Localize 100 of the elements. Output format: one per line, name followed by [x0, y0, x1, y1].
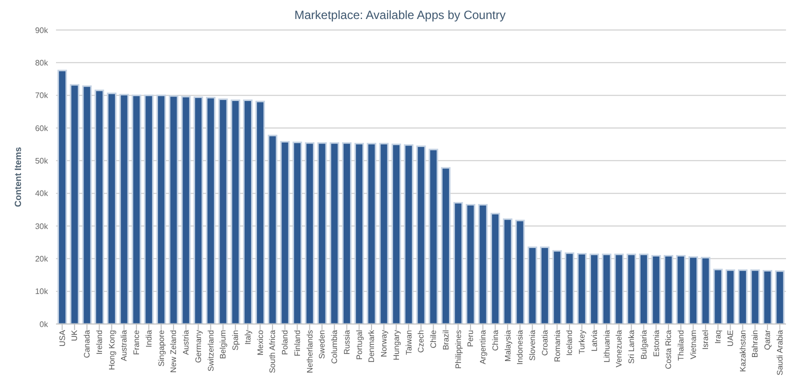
y-tick-label: 50k [35, 156, 49, 166]
bar [243, 99, 253, 324]
x-tick-label: Iceland [565, 330, 574, 356]
x-tick-label: South Africa [268, 329, 278, 374]
bar [132, 94, 142, 324]
bar [676, 254, 686, 324]
bar [540, 246, 550, 324]
bar [156, 94, 166, 324]
bar [342, 142, 352, 324]
x-tick-label: UAE [726, 330, 735, 346]
x-tick-label: India [144, 329, 154, 348]
bar [292, 142, 302, 324]
x-tick-label: Argentina [478, 329, 488, 364]
y-tick-label: 70k [35, 91, 49, 100]
bar [366, 142, 376, 324]
x-tick-label: Belgium [218, 330, 228, 359]
bar [466, 204, 476, 324]
x-tick-label: Croatia [540, 329, 550, 356]
x-tick-label: Spain [231, 330, 240, 350]
bar [478, 204, 488, 324]
x-tick-label: Brazil [441, 330, 450, 350]
y-tick-label: 60k [35, 124, 49, 133]
bar [590, 254, 600, 324]
x-tick-label: Columbia [330, 329, 340, 364]
bar [106, 92, 116, 324]
bar [194, 96, 204, 324]
y-tick-label: 20k [35, 254, 49, 264]
bar [614, 254, 624, 324]
x-tick-label: Philippines [454, 330, 463, 369]
x-tick-label: Switzerland [206, 330, 216, 372]
bar [700, 256, 710, 324]
x-tick-label: Bahrain [750, 330, 760, 358]
x-tick-label: Germany [194, 330, 203, 363]
x-tick-label: Qatar [763, 330, 772, 350]
x-tick-label: Vietnam [688, 330, 698, 360]
x-tick-label: Kazakhstan [738, 330, 748, 372]
y-tick-label: 0k [40, 320, 49, 329]
x-tick-label: Russia [342, 329, 352, 354]
bar [206, 96, 216, 324]
x-tick-label: Portugal [354, 330, 364, 360]
bar [94, 90, 104, 324]
x-tick-label: France [132, 329, 142, 355]
bar [515, 220, 525, 324]
chart-title: Marketplace: Available Apps by Country [293, 8, 507, 22]
bar [639, 254, 649, 324]
bar [664, 254, 674, 324]
x-tick-label: Costa Rica [664, 329, 674, 370]
bar [577, 253, 587, 324]
bar [750, 269, 760, 324]
x-tick-label: Venezuela [614, 329, 624, 368]
bar [379, 142, 389, 324]
x-tick-label: Saudi Arabia [775, 329, 784, 376]
x-tick-label: China [490, 329, 500, 351]
y-tick-label: 80k [35, 58, 49, 68]
x-tick-label: Sweden [318, 330, 327, 359]
x-tick-label: Iraq [714, 330, 723, 344]
bar [255, 100, 265, 324]
bar [404, 144, 414, 324]
bar [688, 256, 698, 324]
bar [713, 268, 723, 324]
x-tick-label: Taiwan [404, 330, 414, 355]
x-tick-label: Canada [82, 329, 92, 358]
bar [168, 95, 178, 324]
bar [453, 202, 463, 324]
bar [330, 142, 340, 324]
bar [218, 98, 228, 324]
bar [230, 99, 240, 324]
bar [552, 250, 562, 324]
x-tick-label: Lithuania [602, 329, 612, 362]
x-tick-label: Singapore [156, 329, 166, 366]
y-tick-label: 90k [35, 26, 49, 35]
bar [280, 140, 290, 324]
x-tick-label: Czech [416, 330, 426, 353]
x-tick-label: Denmark [367, 329, 376, 362]
x-tick-label: New Zeland [169, 330, 178, 373]
x-tick-label: Austria [182, 329, 191, 355]
x-tick-label: Australia [120, 329, 129, 362]
bar [392, 144, 402, 324]
bar [119, 94, 129, 324]
x-tick-label: Malaysia [503, 329, 512, 362]
bar [602, 254, 612, 324]
bar [304, 142, 314, 324]
bar [144, 94, 154, 324]
x-tick-label: Peru [466, 330, 476, 347]
bar [82, 85, 92, 324]
x-tick-label: Israel [701, 330, 710, 350]
x-tick-label: Slovenia [528, 329, 538, 361]
y-tick-label: 40k [35, 189, 49, 198]
x-tick-label: Mexico [256, 329, 265, 356]
x-tick-label: Chile [429, 329, 438, 348]
bar [726, 269, 736, 324]
x-tick-label: Ireland [94, 330, 104, 354]
bar [181, 96, 191, 324]
bar [738, 269, 748, 324]
bar [775, 270, 785, 324]
x-tick-label: Hong Kong [107, 330, 116, 370]
bar [428, 148, 438, 324]
x-tick-label: Hungary [392, 330, 401, 360]
bar [268, 134, 278, 324]
bar [317, 142, 327, 324]
